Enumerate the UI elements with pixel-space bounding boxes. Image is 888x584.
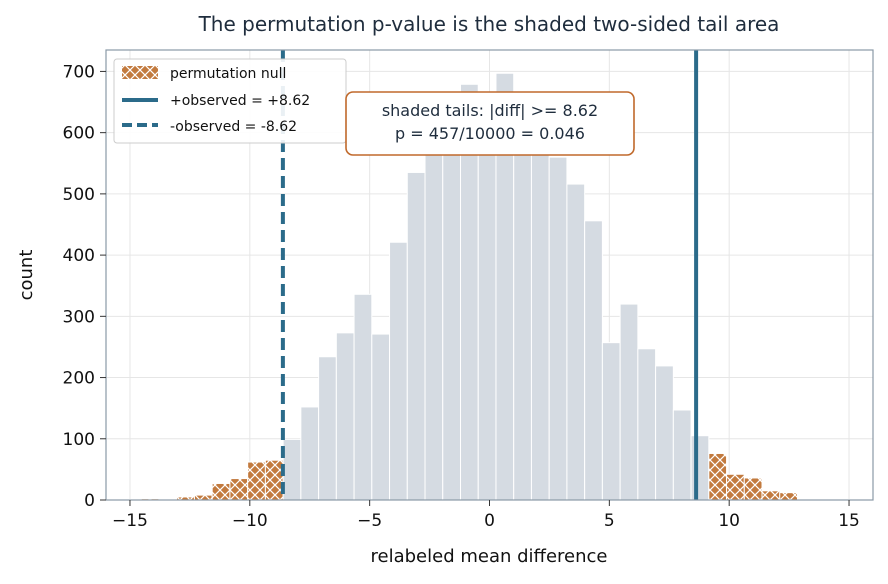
x-tick-label: 10 (718, 511, 740, 531)
legend-label-observed-pos: +observed = +8.62 (170, 93, 310, 109)
y-tick-label: 600 (63, 124, 95, 144)
y-tick-label: 500 (63, 185, 95, 205)
x-tick-label: 5 (604, 511, 615, 531)
null-bar (442, 119, 461, 501)
legend-label-observed-neg: -observed = -8.62 (170, 119, 297, 135)
tail-bar-hatch (726, 474, 745, 500)
null-bar (619, 303, 639, 501)
null-bar (353, 293, 373, 501)
y-tick-label: 400 (63, 246, 95, 266)
y-tick-label: 700 (63, 62, 95, 82)
y-tick-label: 0 (84, 491, 95, 511)
x-tick-label: −15 (112, 511, 148, 531)
null-bar (655, 365, 674, 501)
annotation-box: shaded tails: |diff| >= 8.62 p = 457/100… (345, 91, 635, 156)
null-bar (513, 107, 532, 501)
tail-bar-hatch (212, 483, 230, 500)
null-bar (690, 435, 710, 501)
x-tick-label: −10 (232, 511, 268, 531)
tail-bar-hatch (229, 478, 248, 500)
chart-title: The permutation p-value is the shaded tw… (198, 12, 780, 36)
tail-bar-hatch (176, 496, 195, 500)
tail-bar-hatch (265, 460, 284, 500)
null-bar (530, 132, 550, 501)
tail-bar-hatch (141, 498, 159, 500)
x-axis-label: relabeled mean difference (371, 546, 608, 567)
annotation-line-1: shaded tails: |diff| >= 8.62 (382, 101, 598, 120)
null-bar (601, 342, 621, 501)
annotation-frame (345, 91, 635, 156)
y-tick-label: 300 (63, 307, 95, 327)
x-tick-label: 15 (838, 511, 860, 531)
annotation-line-2: p = 457/10000 = 0.046 (395, 124, 585, 143)
null-bar (318, 356, 337, 501)
null-bar (637, 348, 657, 501)
x-tick-label: 0 (484, 511, 495, 531)
y-axis-label: count (16, 250, 37, 301)
y-tick-label: 100 (63, 430, 95, 450)
tail-bar-hatch (247, 462, 266, 500)
null-bar (548, 156, 568, 501)
null-bar (371, 333, 391, 501)
y-tick-label: 200 (63, 369, 95, 389)
null-bar (584, 220, 603, 501)
tail-bar-hatch (194, 495, 213, 500)
null-bar (477, 101, 497, 501)
tail-bar-hatch (708, 453, 727, 500)
null-bar (300, 406, 320, 501)
tail-bar-hatch (744, 477, 763, 500)
null-bar (406, 171, 426, 501)
null-bar (335, 332, 355, 501)
legend-label-null: permutation null (170, 66, 286, 82)
null-bar (566, 183, 586, 501)
legend: permutation null +observed = +8.62 -obse… (113, 58, 347, 144)
null-bar (282, 438, 302, 501)
x-tick-label: −5 (357, 511, 382, 531)
x-axis: −15 −10 −5 0 5 10 15 (112, 500, 860, 531)
legend-swatch-null (122, 66, 158, 79)
null-bar (389, 241, 408, 501)
y-axis: 0 100 200 300 400 500 600 700 (63, 62, 106, 511)
tail-bar-hatch (762, 490, 780, 500)
tail-bar-hatch (779, 492, 798, 500)
null-bar (672, 409, 692, 501)
null-bar (424, 144, 444, 501)
